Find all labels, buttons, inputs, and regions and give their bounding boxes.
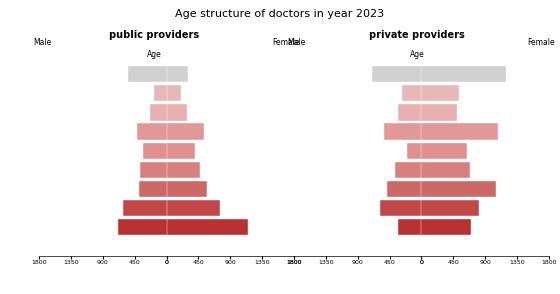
Bar (167, 143, 195, 159)
Text: Male: Male (33, 38, 51, 47)
Text: public providers: public providers (109, 30, 199, 40)
Bar (421, 162, 469, 178)
Bar (167, 104, 187, 121)
Bar (167, 219, 248, 235)
Bar (167, 200, 221, 216)
Bar (139, 181, 167, 197)
Bar (398, 104, 421, 121)
Bar (380, 200, 421, 216)
Text: Age: Age (147, 50, 161, 59)
Bar (394, 162, 421, 178)
Bar (407, 143, 421, 159)
Bar (123, 200, 167, 216)
Bar (421, 219, 471, 235)
Bar (167, 181, 207, 197)
Bar (398, 219, 421, 235)
Bar (154, 85, 167, 101)
Bar (167, 162, 200, 178)
Bar (167, 85, 181, 101)
Bar (167, 123, 204, 140)
Bar (402, 85, 421, 101)
Bar (421, 200, 479, 216)
Text: private providers: private providers (370, 30, 465, 40)
Text: Age: Age (410, 50, 424, 59)
Text: Female: Female (528, 38, 555, 47)
Bar (384, 123, 421, 140)
Bar (387, 181, 421, 197)
Bar (372, 66, 421, 82)
Bar (150, 104, 167, 121)
Bar (137, 123, 167, 140)
Text: Female: Female (273, 38, 300, 47)
Bar (167, 66, 188, 82)
Bar (421, 181, 496, 197)
Bar (421, 85, 459, 101)
Text: Age structure of doctors in year 2023: Age structure of doctors in year 2023 (175, 9, 385, 19)
Bar (119, 219, 167, 235)
Text: Male: Male (288, 38, 306, 47)
Bar (421, 123, 498, 140)
Bar (139, 162, 167, 178)
Bar (143, 143, 167, 159)
Bar (421, 104, 457, 121)
Bar (128, 66, 167, 82)
Bar (421, 66, 506, 82)
Bar (421, 143, 468, 159)
